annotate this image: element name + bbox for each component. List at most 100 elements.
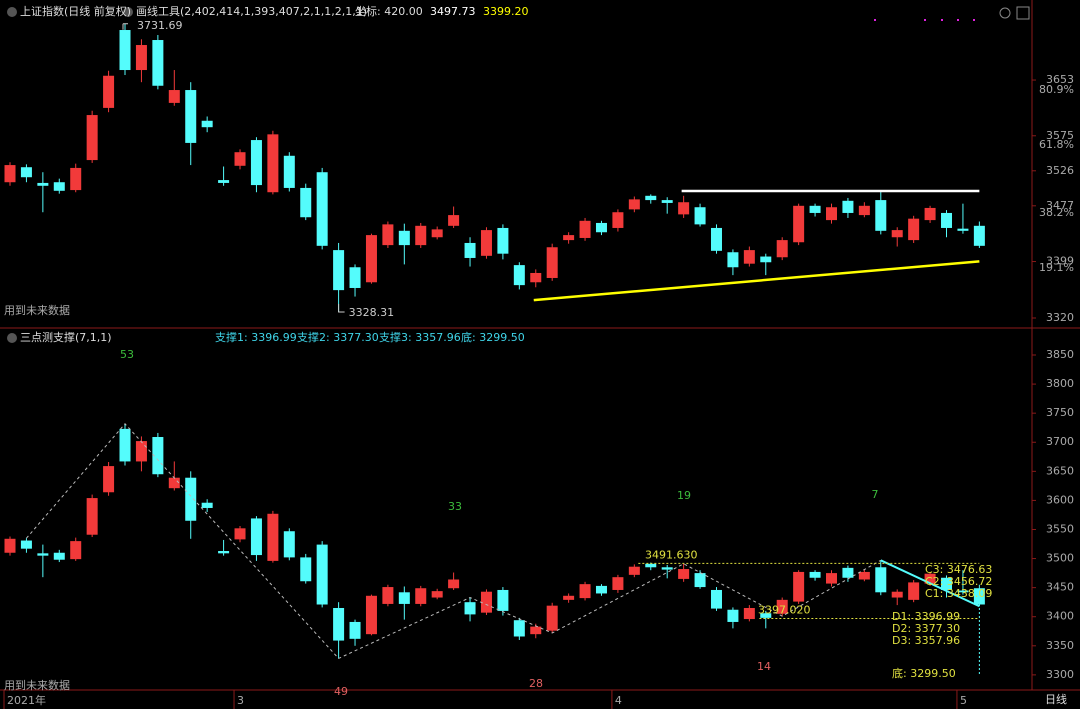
y-tick-label: 3526 <box>1046 164 1074 177</box>
y-tick-label: 3700 <box>1046 435 1074 448</box>
candle-body <box>694 573 706 588</box>
tool-label: 画线工具(2,402,414,1,393,407,2,1,1,2,1,1) <box>136 4 367 18</box>
candle-body <box>678 569 690 579</box>
candle-body <box>4 538 16 553</box>
candle-body <box>234 528 246 540</box>
trend-line <box>880 559 980 608</box>
candle-body <box>612 577 624 590</box>
candle-body <box>349 621 361 639</box>
menu-icon[interactable] <box>1016 6 1030 20</box>
count-label: 14 <box>757 660 771 673</box>
candle-body <box>20 540 32 549</box>
candle-body <box>70 541 82 560</box>
y-tick-label: 3450 <box>1046 581 1074 594</box>
candle-body <box>300 187 312 218</box>
c-label: C1: 3438.09 <box>925 587 992 600</box>
candle-body <box>809 571 821 578</box>
candle-body <box>349 267 361 288</box>
y-tick-label: 3300 <box>1046 668 1074 681</box>
collapse-icon[interactable] <box>7 7 17 17</box>
y-tick-label: 3399 <box>1046 255 1074 268</box>
candle-body <box>250 518 262 556</box>
candle-body <box>415 225 427 246</box>
candle-body <box>218 551 230 554</box>
candle-body <box>595 585 607 594</box>
pointer <box>338 304 345 313</box>
candle-body <box>875 567 887 593</box>
candle-body <box>267 134 279 193</box>
candle-body <box>924 207 936 221</box>
support-line <box>533 260 980 302</box>
candle-body <box>760 613 772 618</box>
candle-body <box>530 626 542 635</box>
candle-body <box>941 212 953 228</box>
candle-body <box>760 256 772 263</box>
candle-body <box>694 207 706 225</box>
candle-body <box>826 207 837 221</box>
candle-body <box>316 172 328 246</box>
candle-body <box>448 215 460 226</box>
y-tick-label: 3653 <box>1046 73 1074 86</box>
tool-icon[interactable] <box>123 7 133 17</box>
c-label: C3: 3476.63 <box>925 563 992 576</box>
x-tick-label: 5 <box>960 694 967 707</box>
candle-body <box>333 607 345 641</box>
candle-body <box>710 227 722 251</box>
candle-body <box>858 205 870 216</box>
y-tick-label: 3750 <box>1046 406 1074 419</box>
support-label: 支撑1: 3396.99 <box>215 330 297 344</box>
y-tick-label: 3575 <box>1046 129 1074 142</box>
candle-body <box>743 250 755 264</box>
support-label: 支撑3: 3357.96 <box>379 330 461 344</box>
settings-icon[interactable] <box>999 7 1011 19</box>
candle-body <box>612 212 624 228</box>
candle-body <box>201 120 213 128</box>
candle-body <box>842 200 854 213</box>
candle-body <box>908 218 920 241</box>
y-tick-label: 3400 <box>1046 610 1074 623</box>
candle-body <box>628 199 640 210</box>
candle-body <box>563 235 575 241</box>
candle-body <box>37 182 49 186</box>
candle-body <box>135 441 147 462</box>
candle-body <box>333 250 345 291</box>
collapse-icon[interactable] <box>7 333 17 343</box>
x-tick-label: 2021年 <box>7 693 46 707</box>
candle-body <box>365 595 377 635</box>
candle-body <box>382 587 394 604</box>
candle-body <box>727 609 739 622</box>
candle-body <box>431 591 443 598</box>
candle-body <box>365 235 377 283</box>
candle-body <box>185 90 197 143</box>
candle-body <box>891 230 903 238</box>
candle-body <box>448 579 460 589</box>
y-tick-label: 3650 <box>1046 464 1074 477</box>
candle-body <box>743 607 755 620</box>
candle-body <box>119 428 131 462</box>
high-label: 3731.69 <box>137 19 183 32</box>
c-label: C2: 3456.72 <box>925 575 992 588</box>
y-tick-label: 3500 <box>1046 552 1074 565</box>
support-label: 底: 3299.50 <box>461 330 525 344</box>
candle-body <box>973 588 985 605</box>
candle-body <box>119 30 131 71</box>
candle-body <box>793 571 805 602</box>
candle-body <box>480 230 492 256</box>
candle-body <box>727 252 739 268</box>
zigzag <box>26 423 882 660</box>
candle-body <box>250 140 262 186</box>
candle-body <box>875 200 887 231</box>
dots <box>874 19 975 21</box>
coord-label: 坐标: 420.00 <box>355 4 423 18</box>
d-label: D2: 3377.30 <box>892 622 960 635</box>
candle-body <box>957 228 969 231</box>
candle-body <box>37 553 49 556</box>
candle-body <box>398 592 410 604</box>
candle-body <box>858 571 870 580</box>
candle-body <box>283 531 295 558</box>
candle-body <box>53 552 65 560</box>
candle-body <box>464 602 476 615</box>
candle-body <box>793 205 805 243</box>
candle-body <box>710 589 722 609</box>
